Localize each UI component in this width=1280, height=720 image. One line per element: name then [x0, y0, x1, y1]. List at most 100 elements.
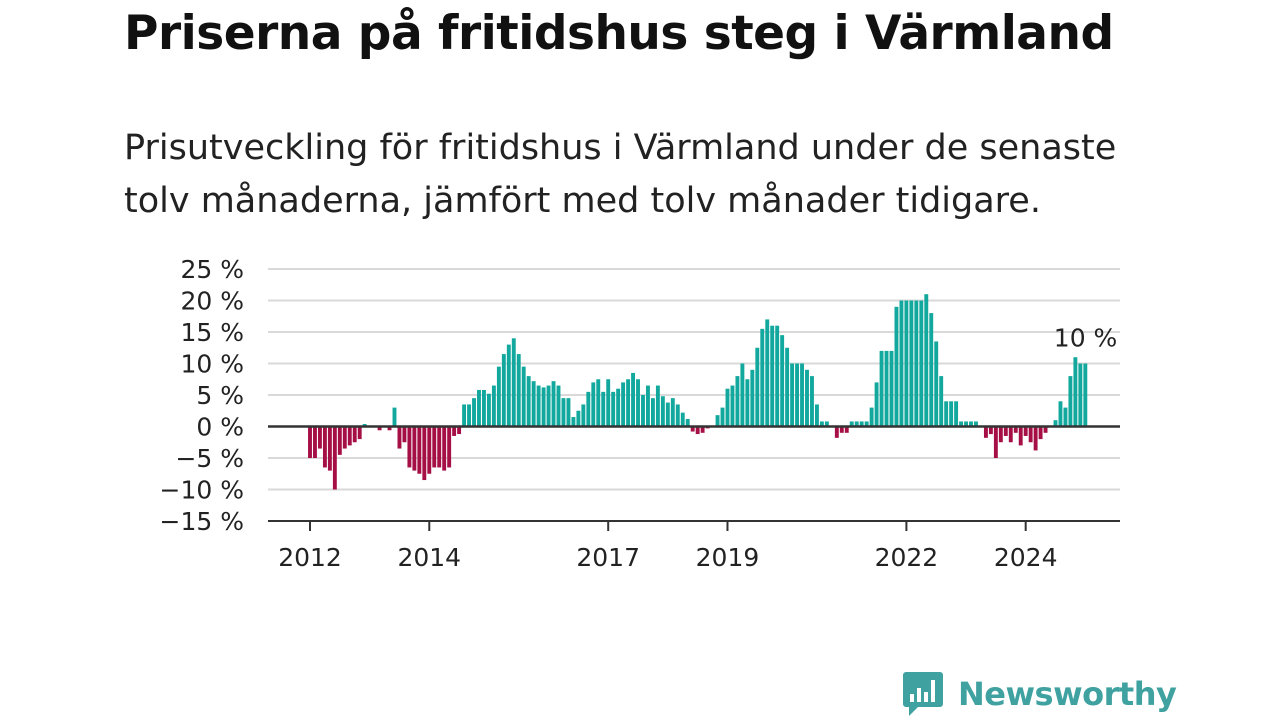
bar	[805, 369, 809, 427]
bar	[457, 426, 462, 435]
bar	[695, 426, 700, 435]
brand-logo: Newsworthy	[902, 670, 1177, 718]
bar	[531, 381, 536, 427]
bar	[536, 385, 541, 427]
bar	[959, 421, 964, 427]
bar	[477, 389, 481, 427]
bar	[521, 366, 526, 427]
bar	[929, 313, 934, 427]
y-tick-label: −15 %	[160, 507, 244, 536]
bars	[308, 294, 1088, 490]
bar	[337, 426, 342, 455]
bar	[780, 335, 785, 427]
bar	[546, 385, 551, 427]
bar	[506, 344, 511, 427]
bar	[427, 426, 432, 474]
y-tick-label: −5 %	[175, 444, 244, 473]
bar	[616, 388, 621, 427]
bar	[954, 401, 959, 427]
bar	[482, 389, 486, 427]
bar	[755, 347, 760, 427]
bar	[730, 385, 735, 427]
bar	[462, 404, 467, 427]
bar	[859, 421, 864, 427]
bar	[646, 385, 650, 427]
gridlines	[268, 268, 1120, 491]
y-tick-label: −10 %	[160, 476, 244, 505]
bar	[357, 426, 362, 440]
bar	[467, 404, 471, 427]
bar	[342, 426, 347, 449]
bar	[660, 396, 665, 427]
last-value-label: 10 %	[1054, 324, 1118, 353]
bar	[377, 426, 382, 431]
bar	[407, 426, 412, 468]
bar	[670, 398, 675, 427]
bar	[392, 407, 397, 427]
bar	[680, 412, 685, 427]
bar	[884, 350, 889, 427]
bar	[844, 426, 849, 433]
bar	[690, 426, 695, 432]
bar	[800, 363, 804, 427]
bar	[308, 426, 312, 458]
newsworthy-logo-icon	[903, 672, 943, 716]
bar	[874, 382, 879, 427]
bar	[422, 426, 427, 481]
bar	[1008, 426, 1013, 443]
x-tick-label: 2014	[397, 543, 461, 572]
bar	[824, 421, 829, 427]
bar	[417, 426, 422, 474]
bar	[919, 300, 924, 427]
bar	[516, 354, 521, 427]
bar	[556, 385, 561, 427]
bar	[1078, 363, 1083, 427]
bar	[566, 398, 571, 427]
bar	[1033, 426, 1038, 451]
bar	[909, 300, 914, 427]
bar	[889, 350, 894, 427]
bar	[904, 300, 909, 427]
bar	[442, 426, 447, 471]
bar	[849, 421, 854, 427]
bar	[626, 379, 631, 427]
y-tick-label: 5 %	[196, 381, 244, 410]
bar	[854, 421, 859, 427]
bar	[1003, 426, 1008, 436]
bar	[437, 426, 442, 468]
bar	[1073, 357, 1078, 427]
bar	[576, 410, 581, 427]
bar	[675, 404, 680, 427]
bar	[944, 401, 949, 427]
x-tick-label: 2019	[696, 543, 760, 572]
bar	[740, 363, 745, 427]
bar	[1023, 426, 1028, 436]
bar	[785, 347, 790, 427]
y-tick-label: 15 %	[180, 318, 244, 347]
y-tick-label: 10 %	[180, 350, 244, 379]
bar	[491, 385, 496, 427]
bar	[1053, 420, 1058, 427]
bar	[472, 398, 476, 427]
chart-title: Priserna på fritidshus steg i Värmland	[124, 6, 1114, 61]
bar	[586, 391, 591, 427]
bar	[720, 407, 725, 427]
bar	[581, 404, 586, 427]
bar	[814, 404, 819, 427]
bar	[760, 328, 765, 427]
bar	[387, 426, 392, 431]
bar	[795, 363, 800, 427]
x-tick-label: 2012	[278, 543, 342, 572]
bar	[949, 401, 954, 427]
axes	[268, 425, 1120, 531]
bar	[969, 421, 973, 427]
bar	[397, 426, 402, 449]
bar	[1043, 426, 1048, 433]
bar	[974, 421, 978, 427]
bar	[1083, 363, 1088, 427]
bar	[486, 393, 491, 427]
bar	[725, 388, 730, 427]
bar	[765, 319, 770, 427]
bar	[914, 300, 919, 427]
bar	[864, 421, 869, 427]
